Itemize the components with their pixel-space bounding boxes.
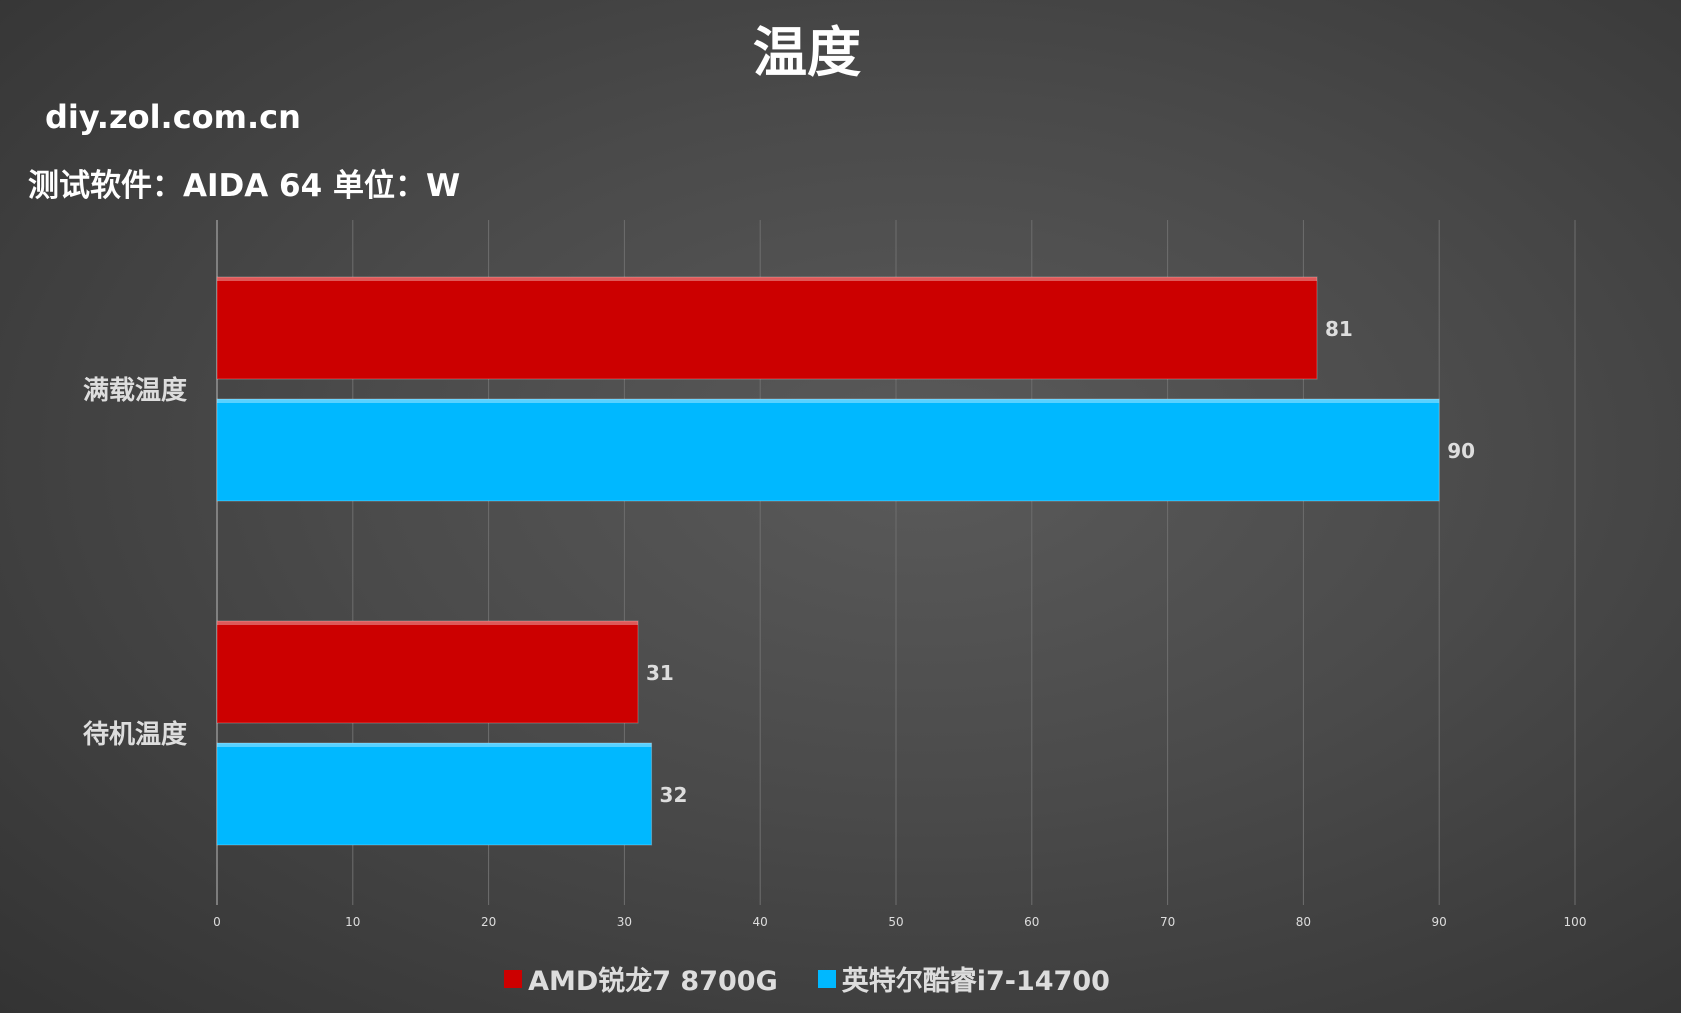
legend-item-amd: AMD锐龙7 8700G xyxy=(504,959,778,998)
bar-highlight xyxy=(217,743,652,747)
bar xyxy=(216,620,639,724)
x-tick-label: 60 xyxy=(1024,915,1039,929)
legend: AMD锐龙7 8700G 英特尔酷睿i7-14700 xyxy=(0,959,1614,998)
x-tick-label: 100 xyxy=(1564,915,1587,929)
legend-swatch-intel xyxy=(817,969,836,988)
data-label: 31 xyxy=(646,661,674,685)
legend-label-intel: 英特尔酷睿i7-14700 xyxy=(841,966,1110,997)
data-label: 81 xyxy=(1325,317,1353,341)
x-tick-label: 30 xyxy=(617,915,632,929)
x-tick-label: 40 xyxy=(753,915,768,929)
category-label: 待机温度 xyxy=(83,719,187,750)
x-tick-label: 70 xyxy=(1160,915,1175,929)
x-tick-label: 20 xyxy=(481,915,496,929)
x-tick-label: 80 xyxy=(1296,915,1311,929)
chart-title: 温度 xyxy=(753,21,861,84)
data-label: 32 xyxy=(660,783,688,807)
x-tick-label: 90 xyxy=(1432,915,1447,929)
bar-highlight xyxy=(217,399,1440,403)
x-tick-label: 50 xyxy=(888,915,903,929)
x-tick-label: 10 xyxy=(345,915,360,929)
legend-label-amd: AMD锐龙7 8700G xyxy=(528,966,778,997)
bar xyxy=(216,742,653,846)
legend-swatch-amd xyxy=(504,969,523,988)
category-label: 满载温度 xyxy=(83,375,187,406)
data-label: 90 xyxy=(1447,439,1475,463)
legend-item-intel: 英特尔酷睿i7-14700 xyxy=(817,959,1110,998)
site-watermark: diy.zol.com.cn xyxy=(45,98,301,136)
bar xyxy=(216,398,1440,502)
bar-highlight xyxy=(217,621,638,625)
x-tick-label: 0 xyxy=(213,915,221,929)
bar xyxy=(216,276,1318,380)
bar-highlight xyxy=(217,277,1317,281)
chart-subtitle: 测试软件：AIDA 64 单位：W xyxy=(28,168,461,204)
